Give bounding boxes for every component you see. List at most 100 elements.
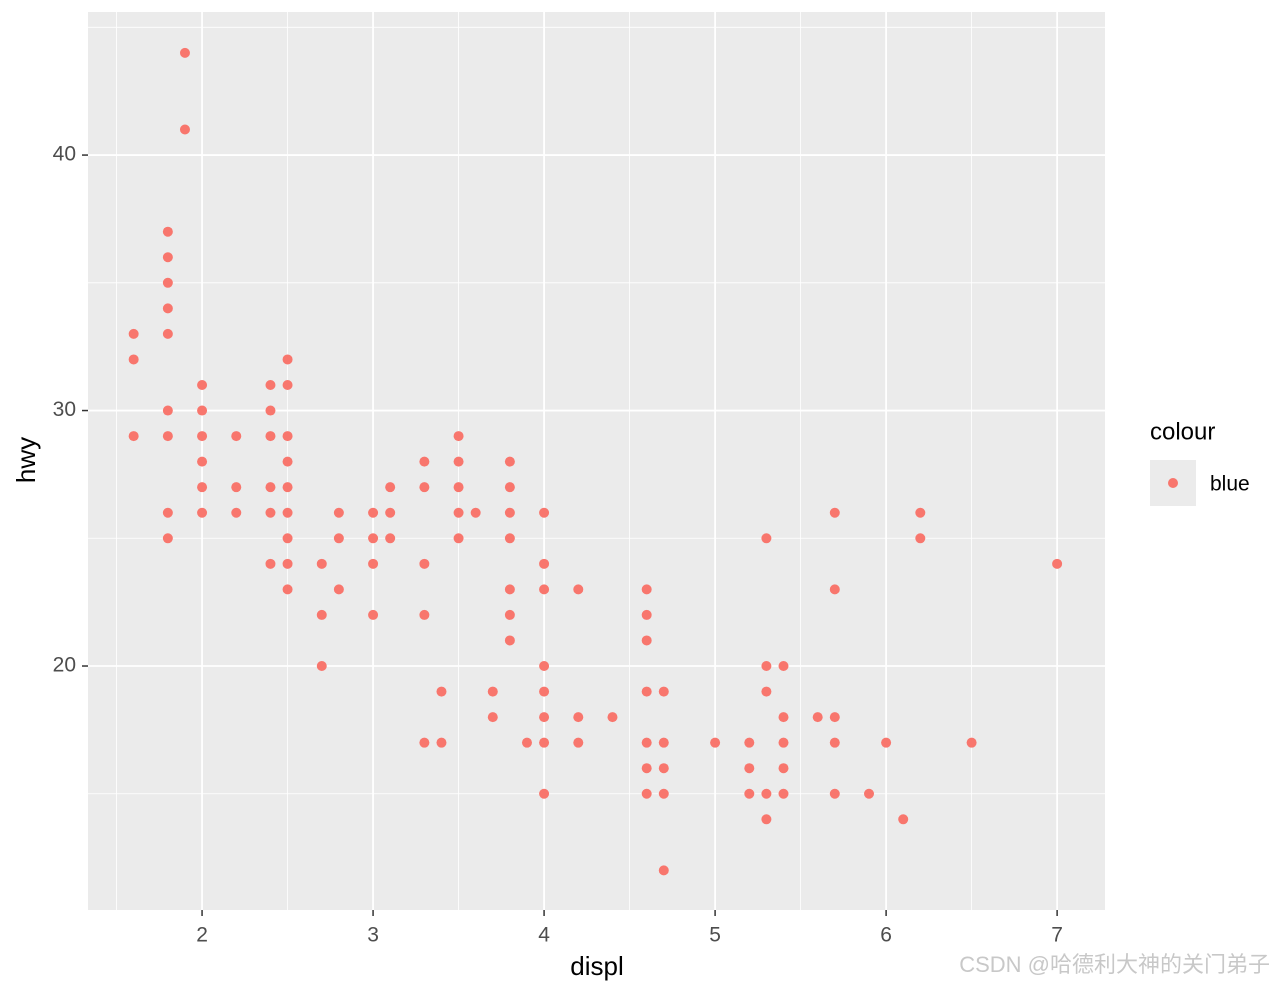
watermark: CSDN @哈德利大神的关门弟子 [959,952,1270,977]
point [573,584,584,595]
point [761,814,772,825]
point [539,584,550,595]
point [385,482,396,493]
point [419,737,430,748]
y-tick-label: 40 [53,143,76,166]
point [179,124,190,135]
point [197,405,208,416]
point [197,456,208,467]
point [282,507,293,518]
point [128,431,139,442]
point [607,712,618,723]
y-axis-title: hwy [11,437,41,483]
point [641,609,652,620]
point [744,763,755,774]
point [282,533,293,544]
point [265,405,276,416]
point [573,712,584,723]
point [761,788,772,799]
point [162,303,173,314]
point [419,456,430,467]
point [368,507,379,518]
point [162,277,173,288]
point [128,354,139,365]
point [453,507,464,518]
point [778,737,789,748]
x-tick-label: 5 [709,924,721,947]
point [539,788,550,799]
point [573,737,584,748]
point [333,584,344,595]
point [436,686,447,697]
point [641,763,652,774]
point [829,507,840,518]
point [829,737,840,748]
panel [88,12,1105,910]
point [162,328,173,339]
point [504,635,515,646]
point [333,533,344,544]
legend-title: colour [1150,418,1215,445]
point [419,482,430,493]
point [265,507,276,518]
point [333,507,344,518]
point [265,558,276,569]
point [641,635,652,646]
point [966,737,977,748]
point [368,558,379,569]
point [898,814,909,825]
point [658,865,669,876]
point [282,456,293,467]
point [812,712,823,723]
point [641,584,652,595]
point [162,507,173,518]
point [761,661,772,672]
point [744,788,755,799]
point [385,533,396,544]
point [658,737,669,748]
point [710,737,721,748]
point [864,788,875,799]
point [778,763,789,774]
point [453,431,464,442]
point [881,737,892,748]
point [128,328,139,339]
x-tick-label: 2 [196,924,208,947]
point [282,558,293,569]
point [162,431,173,442]
point [419,558,430,569]
x-tick-label: 3 [367,924,379,947]
point [453,533,464,544]
point [197,507,208,518]
point [282,431,293,442]
point [282,482,293,493]
point [504,533,515,544]
point [1052,558,1063,569]
point [915,507,926,518]
point [504,609,515,620]
point [658,686,669,697]
point [539,661,550,672]
point [829,584,840,595]
point [829,788,840,799]
point [744,737,755,748]
point [504,584,515,595]
point [197,379,208,390]
point [539,712,550,723]
point [231,507,242,518]
x-tick-label: 7 [1051,924,1063,947]
point [179,47,190,58]
point [231,431,242,442]
x-tick-label: 4 [538,924,550,947]
point [641,686,652,697]
point [915,533,926,544]
point [658,788,669,799]
point [265,431,276,442]
point [162,533,173,544]
point [368,609,379,620]
point [658,763,669,774]
point [453,482,464,493]
y-tick-label: 30 [53,398,76,421]
point [316,609,327,620]
